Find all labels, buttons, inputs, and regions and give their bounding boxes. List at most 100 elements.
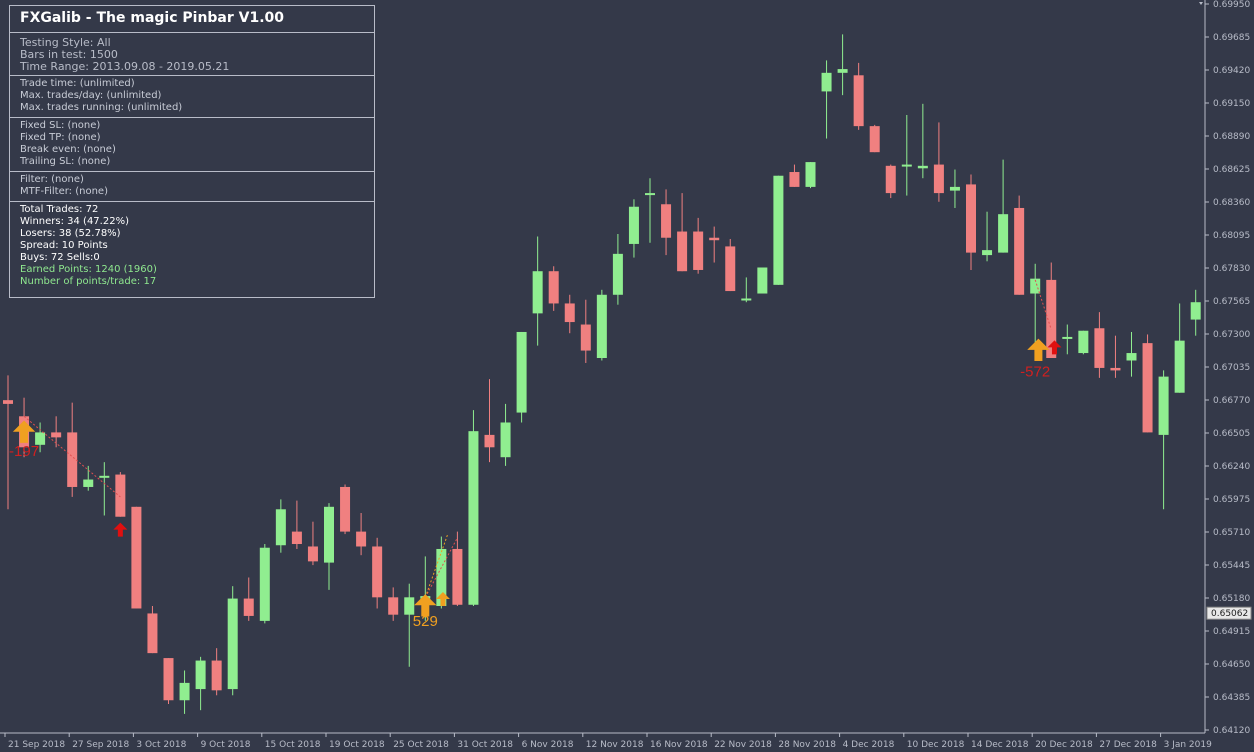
candle <box>949 169 960 208</box>
price-tick-label: 0.64385 <box>1213 693 1250 703</box>
candle <box>661 189 672 256</box>
candle-body <box>612 253 623 295</box>
candle <box>596 289 607 361</box>
time-tick-label: 4 Dec 2018 <box>843 740 895 750</box>
candle-body <box>596 294 607 359</box>
time-tick-label: 9 Oct 2018 <box>201 740 251 750</box>
bars-in-test: Bars in test: 1500 <box>20 48 118 61</box>
candle-body <box>147 613 158 654</box>
time-tick-label: 3 Oct 2018 <box>136 740 186 750</box>
price-tick-label: 0.64120 <box>1213 726 1250 736</box>
buy-arrow-icon <box>414 594 437 617</box>
candle <box>307 521 318 566</box>
candle <box>3 375 13 510</box>
candle <box>51 416 62 448</box>
price-tick-label: 0.67035 <box>1213 363 1250 373</box>
candle-body <box>404 597 415 615</box>
candle-body <box>1078 330 1089 354</box>
candle-body <box>452 548 463 605</box>
candle-body <box>259 547 270 621</box>
time-tick-label: 25 Oct 2018 <box>393 740 449 750</box>
testing-style: Testing Style: All <box>20 36 111 49</box>
candle-body <box>1110 367 1121 371</box>
trailing-sl: Trailing SL: (none) <box>20 156 111 167</box>
time-range: Time Range: 2013.09.08 - 2019.05.21 <box>20 60 230 73</box>
panel-stops-section: Fixed SL: (none) Fixed TP: (none) Break … <box>10 118 374 172</box>
dropdown-icon <box>1199 2 1203 5</box>
time-tick-label: 6 Nov 2018 <box>522 740 574 750</box>
candle <box>966 174 976 270</box>
price-tick-label: 0.68095 <box>1213 231 1250 241</box>
candle-body <box>837 69 848 73</box>
candle <box>789 164 800 187</box>
price-tick-label: 0.68625 <box>1213 165 1250 175</box>
candle <box>516 331 527 423</box>
candle <box>452 531 463 607</box>
candle-body <box>99 475 110 478</box>
panel-test-section: Testing Style: All Bars in test: 1500 Ti… <box>10 33 374 76</box>
candle <box>1030 263 1041 346</box>
time-tick-label: 14 Dec 2018 <box>971 740 1029 750</box>
panel-filter-section: Filter: (none) MTF-Filter: (none) <box>10 172 374 202</box>
candle <box>291 500 302 549</box>
candle-body <box>982 250 993 256</box>
candle-body <box>805 162 816 187</box>
candle <box>1078 330 1089 355</box>
candle-body <box>211 660 222 691</box>
fixed-tp: Fixed TP: (none) <box>20 132 101 143</box>
candle-body <box>1158 376 1169 435</box>
price-tick-label: 0.69685 <box>1213 33 1250 43</box>
candle-body <box>516 331 527 413</box>
candle-body <box>131 506 142 609</box>
candle-body <box>356 531 367 547</box>
candle-body <box>725 246 736 292</box>
candle-body <box>35 432 46 445</box>
candle <box>243 577 254 621</box>
price-tick-label: 0.68890 <box>1213 132 1250 142</box>
candle <box>998 159 1009 253</box>
candle-body <box>677 231 688 272</box>
trade-line <box>1034 279 1052 330</box>
break-even: Break even: (none) <box>20 144 116 155</box>
candle <box>837 34 848 96</box>
candle-body <box>580 324 591 351</box>
candle-body <box>917 165 928 169</box>
mtf-filter: MTF-Filter: (none) <box>20 186 108 197</box>
candle-body <box>388 597 399 615</box>
time-tick-label: 21 Sep 2018 <box>8 740 65 750</box>
candle-body <box>179 682 190 701</box>
points-per-trade: Number of points/trade: 17 <box>20 276 157 287</box>
candle <box>356 513 367 556</box>
candle <box>645 178 655 243</box>
candle-body <box>324 506 334 563</box>
candle <box>693 217 704 274</box>
candle-body <box>372 546 383 598</box>
price-tick-label: 0.69420 <box>1213 66 1250 76</box>
earned-points: Earned Points: 1240 (1960) <box>20 264 157 275</box>
price-tick-label: 0.67300 <box>1213 330 1250 340</box>
time-tick-label: 16 Nov 2018 <box>650 740 708 750</box>
candle <box>1126 331 1137 377</box>
candle <box>773 175 784 285</box>
candle <box>35 422 46 453</box>
price-tick-label: 0.68360 <box>1213 198 1250 208</box>
candle <box>211 648 222 696</box>
price-tick-label: 0.66240 <box>1213 462 1250 472</box>
candle <box>1046 262 1057 359</box>
price-tick-label: 0.65975 <box>1213 495 1250 505</box>
candle <box>1014 195 1025 295</box>
candle-body <box>1014 207 1025 295</box>
candle-body <box>115 474 126 517</box>
candle <box>564 294 575 334</box>
candle-body <box>949 186 960 191</box>
candle <box>340 484 351 535</box>
trade-line <box>424 537 458 598</box>
candle <box>163 658 174 704</box>
candle <box>677 193 688 272</box>
candle <box>853 62 864 130</box>
candle-body <box>1142 343 1153 433</box>
candle-body <box>83 479 94 487</box>
price-tick-label: 0.64915 <box>1213 627 1250 637</box>
